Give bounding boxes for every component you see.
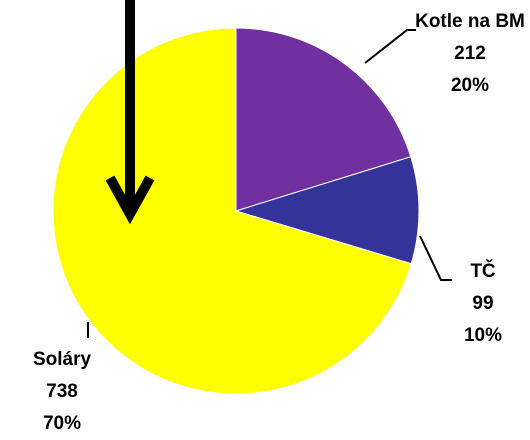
label-name: Soláry: [32, 349, 92, 370]
label-name: TČ: [470, 261, 496, 282]
slices: [52, 27, 420, 395]
leader-line: [364, 29, 416, 64]
label-value: 212: [454, 43, 486, 64]
pie-slice: [234, 156, 420, 265]
slice-label: TČ 99 10%: [443, 256, 523, 352]
pie-slice: [52, 27, 412, 395]
slice-label: Kotle na BM 212 20%: [415, 6, 525, 102]
arrow-head: [105, 175, 155, 225]
label-value: 738: [46, 381, 78, 402]
label-percent: 10%: [463, 325, 503, 346]
pie-slice: [235, 27, 412, 212]
label-percent: 20%: [450, 75, 490, 96]
label-value: 99: [472, 293, 494, 314]
leader-line: [419, 235, 452, 281]
label-name: Kotle na BM: [415, 11, 525, 32]
slice-label: Soláry 738 70%: [12, 344, 112, 440]
label-percent: 70%: [42, 413, 82, 434]
